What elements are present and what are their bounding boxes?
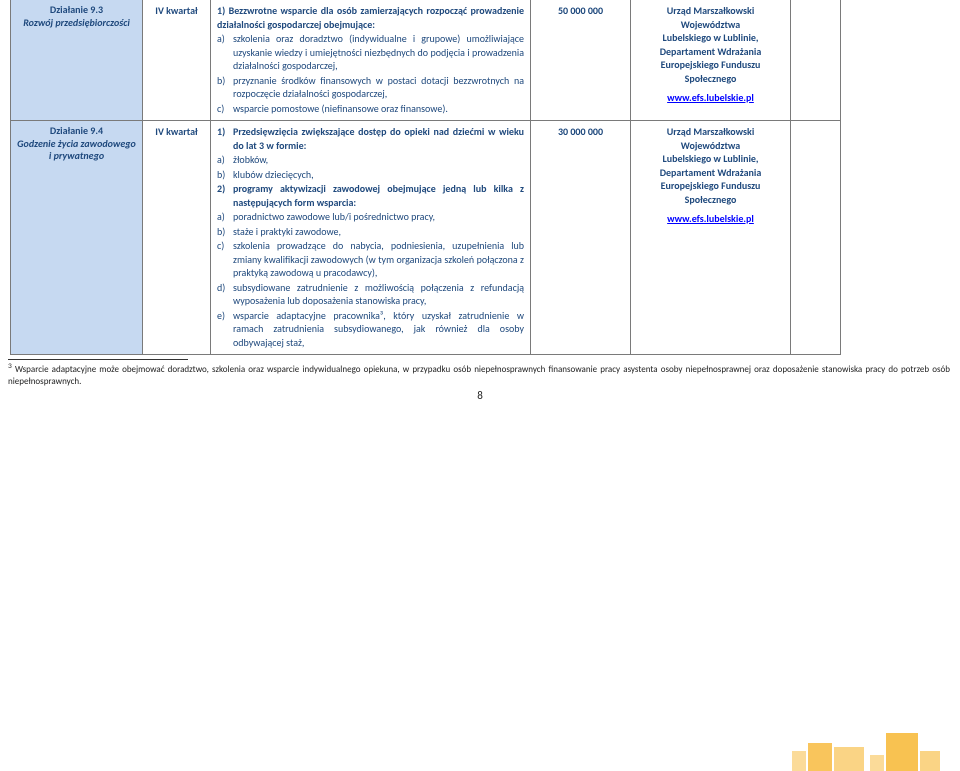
list-item-text: przyznanie środków finansowych w postaci…: [233, 74, 524, 101]
authority-line: Urząd Marszałkowski: [637, 4, 784, 18]
list-item-text: klubów dziecięcych,: [233, 168, 524, 182]
list-item-label: b): [217, 168, 233, 182]
authority-cell: Urząd MarszałkowskiWojewództwaLubelskieg…: [631, 0, 791, 121]
list-item-label: a): [217, 210, 233, 224]
decor-square: [792, 751, 806, 771]
list-item: c)szkolenia prowadzące do nabycia, podni…: [217, 239, 524, 280]
authority-line: Urząd Marszałkowski: [637, 125, 784, 139]
quarter-cell: IV kwartał: [143, 0, 211, 121]
footnote-text: Wsparcie adaptacyjne może obejmować dora…: [8, 364, 950, 387]
amount-cell: 50 000 000: [531, 0, 631, 121]
amount-cell: 30 000 000: [531, 121, 631, 355]
action-subtitle: Godzenie życia zawodowego i prywatnego: [17, 138, 136, 163]
list-item-label: e): [217, 309, 233, 350]
funding-table: Działanie 9.3 Rozwój przedsiębiorczości …: [10, 0, 952, 355]
table-row: Działanie 9.4 Godzenie życia zawodowego …: [10, 121, 952, 355]
table-row: Działanie 9.3 Rozwój przedsiębiorczości …: [10, 0, 952, 121]
footnote: 3 Wsparcie adaptacyjne może obejmować do…: [0, 362, 960, 387]
description-cell: 1)Przedsięwzięcia zwiększające dostęp do…: [211, 121, 531, 355]
authority-line: Europejskiego Funduszu: [637, 179, 784, 193]
list-item: b)klubów dziecięcych,: [217, 168, 524, 182]
list-item-label: a): [217, 153, 233, 167]
list-item-text: subsydiowane zatrudnienie z możliwością …: [233, 281, 524, 308]
empty-cell: [791, 121, 841, 355]
list-item-label: 1): [217, 125, 233, 152]
page-decoration: [792, 733, 940, 771]
decor-square: [834, 747, 864, 771]
list-item: c)wsparcie pomostowe (niefinansowe oraz …: [217, 102, 524, 116]
list-item-label: d): [217, 281, 233, 308]
page-number: 8: [0, 389, 960, 402]
footnote-separator: [8, 359, 188, 360]
authority-line: Lubelskiego w Lublinie,: [637, 152, 784, 166]
authority-link[interactable]: www.efs.lubelskie.pl: [667, 212, 754, 225]
authority-line: Województwa: [637, 18, 784, 32]
list-item-label: a): [217, 32, 233, 73]
empty-cell: [791, 0, 841, 121]
list-item-label: c): [217, 102, 233, 116]
list-item: e)wsparcie adaptacyjne pracownika³, któr…: [217, 309, 524, 350]
list-item-text: staże i praktyki zawodowe,: [233, 225, 524, 239]
list-item-label: 2): [217, 182, 233, 209]
action-cell: Działanie 9.4 Godzenie życia zawodowego …: [11, 121, 143, 355]
authority-line: Lubelskiego w Lublinie,: [637, 31, 784, 45]
list-item-text: wsparcie pomostowe (niefinansowe oraz fi…: [233, 102, 524, 116]
description-cell: 1) Bezzwrotne wsparcie dla osób zamierza…: [211, 0, 531, 121]
action-cell: Działanie 9.3 Rozwój przedsiębiorczości: [11, 0, 143, 121]
quarter-cell: IV kwartał: [143, 121, 211, 355]
list-item-text: szkolenia prowadzące do nabycia, podnies…: [233, 239, 524, 280]
list-item-text: żłobków,: [233, 153, 524, 167]
desc-intro: 1) Bezzwrotne wsparcie dla osób zamierza…: [217, 4, 524, 31]
list-item: b)staże i praktyki zawodowe,: [217, 225, 524, 239]
decor-square: [920, 751, 940, 771]
list-item: d)subsydiowane zatrudnienie z możliwości…: [217, 281, 524, 308]
action-title: Działanie 9.4: [17, 125, 136, 138]
authority-line: Europejskiego Funduszu: [637, 58, 784, 72]
list-item-text: poradnictwo zawodowe lub/i pośrednictwo …: [233, 210, 524, 224]
action-subtitle: Rozwój przedsiębiorczości: [17, 17, 136, 30]
list-item: 2)programy aktywizacji zawodowej obejmuj…: [217, 182, 524, 209]
list-item: a)poradnictwo zawodowe lub/i pośrednictw…: [217, 210, 524, 224]
list-item: b)przyznanie środków finansowych w posta…: [217, 74, 524, 101]
decor-square: [808, 743, 832, 771]
authority-cell: Urząd MarszałkowskiWojewództwaLubelskieg…: [631, 121, 791, 355]
list-item-text: Przedsięwzięcia zwiększające dostęp do o…: [233, 125, 524, 152]
list-item: a)żłobków,: [217, 153, 524, 167]
list-item: a)szkolenia oraz doradztwo (indywidualne…: [217, 32, 524, 73]
action-title: Działanie 9.3: [17, 4, 136, 17]
authority-link[interactable]: www.efs.lubelskie.pl: [667, 91, 754, 104]
list-item-label: b): [217, 225, 233, 239]
decor-square: [870, 755, 884, 771]
list-item-text: wsparcie adaptacyjne pracownika³, który …: [233, 309, 524, 350]
authority-line: Departament Wdrażania: [637, 45, 784, 59]
authority-line: Społecznego: [637, 193, 784, 207]
authority-line: Województwa: [637, 139, 784, 153]
authority-line: Departament Wdrażania: [637, 166, 784, 180]
decor-square: [886, 733, 918, 771]
list-item-text: programy aktywizacji zawodowej obejmując…: [233, 182, 524, 209]
list-item-text: szkolenia oraz doradztwo (indywidualne i…: [233, 32, 524, 73]
footnote-number: 3: [8, 362, 12, 371]
list-item-label: c): [217, 239, 233, 280]
list-item-label: b): [217, 74, 233, 101]
authority-line: Społecznego: [637, 72, 784, 86]
list-item: 1)Przedsięwzięcia zwiększające dostęp do…: [217, 125, 524, 152]
